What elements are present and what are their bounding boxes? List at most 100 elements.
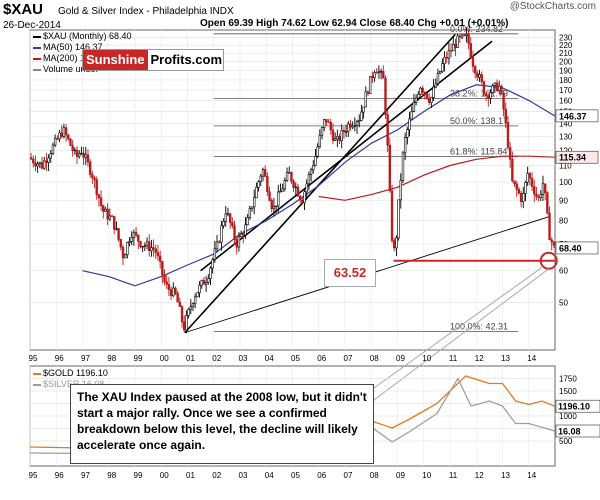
candle-body	[172, 287, 175, 297]
channel-line	[200, 40, 493, 272]
candle-body	[163, 274, 166, 283]
candle-body	[141, 246, 144, 248]
candle-body	[97, 194, 101, 199]
candle-body	[143, 245, 147, 247]
candle-body	[423, 91, 427, 94]
candle-body	[193, 296, 197, 305]
candle-body	[303, 191, 306, 204]
x-tick-label: 14	[527, 354, 536, 363]
y-tick-label: 90	[559, 196, 568, 205]
candle-body	[51, 144, 55, 154]
sunshine-profits-logo: Sunshine Profits.com	[82, 49, 224, 71]
y-tick-label: 50	[559, 298, 568, 307]
lower-y-tick-label: 1500	[559, 387, 577, 396]
candle-body	[406, 129, 409, 138]
candle-body	[121, 246, 125, 259]
candle-body	[169, 289, 173, 297]
candle-body	[524, 181, 527, 194]
candle-body	[342, 129, 346, 133]
legend-item-ma200: MA(200) 115.34	[33, 53, 132, 64]
x-tick-label: 01	[186, 471, 195, 480]
candle-body	[471, 57, 475, 67]
x-tick-label: 05	[291, 354, 300, 363]
candle-body	[360, 111, 363, 121]
candle-body	[456, 35, 459, 48]
candle-body	[228, 213, 232, 223]
candle-body	[364, 91, 367, 108]
candle-body	[349, 123, 352, 128]
ma50-line	[82, 84, 556, 287]
candle-body	[75, 149, 79, 157]
fib-label: 38.2%: 161.79	[450, 88, 508, 98]
legend-item-ma50: MA(50) 146.37	[33, 42, 132, 53]
candle-body	[222, 220, 225, 227]
x-tick-label: 03	[239, 354, 248, 363]
candle-body	[397, 199, 400, 239]
candle-body	[432, 86, 435, 98]
y-tick-label: 120	[559, 146, 573, 155]
candle-body	[294, 186, 297, 189]
candle-body	[209, 267, 212, 279]
candle-body	[218, 241, 221, 243]
x-tick-label: 07	[344, 471, 353, 480]
candle-body	[541, 183, 545, 195]
close-tag-box	[555, 241, 599, 255]
y-tick-label: 220	[559, 41, 573, 50]
legend-item-volume: Volume undef	[33, 64, 132, 75]
candle-body	[93, 177, 96, 180]
x-tick-label: 98	[107, 471, 116, 480]
candle-body	[331, 129, 335, 141]
candle-body	[189, 306, 192, 310]
candle-body	[384, 77, 387, 115]
candle-body	[362, 106, 365, 113]
candle-body	[64, 127, 68, 136]
x-tick-label: 02	[212, 354, 221, 363]
legend-item-gold: $GOLD 1196.10	[33, 368, 108, 379]
candle-body	[530, 177, 534, 187]
candle-body	[250, 206, 254, 209]
ma50-tag: 146.37	[559, 111, 587, 121]
close-tag: 68.40	[559, 243, 582, 253]
candle-body	[436, 72, 440, 85]
y-tick-label: 170	[559, 86, 573, 95]
legend-item-price: $XAU (Monthly) 68.40	[33, 31, 132, 42]
candle-body	[95, 179, 98, 195]
stockcharts-credit: @StockCharts.com	[509, 1, 596, 12]
y-tick-label: 140	[559, 120, 573, 129]
candle-body	[447, 50, 451, 59]
candle-body	[99, 197, 103, 206]
candle-body	[465, 33, 468, 36]
x-tick-label: 05	[291, 471, 300, 480]
candle-body	[375, 72, 378, 74]
ma200-line	[318, 155, 555, 201]
candle-body	[69, 138, 72, 146]
y-tick-label: 60	[559, 267, 568, 276]
candle-body	[320, 127, 324, 136]
candle-body	[290, 172, 293, 182]
candle-body	[268, 191, 271, 201]
candle-body	[410, 110, 413, 120]
y-tick-label: 190	[559, 67, 573, 76]
chart-description: Gold & Silver Index - Philadelphia INDX	[58, 6, 234, 17]
candle-body	[438, 71, 442, 74]
x-tick-label: 96	[55, 471, 64, 480]
candle-body	[34, 162, 37, 167]
candle-body	[403, 137, 407, 154]
y-tick-label: 100	[559, 178, 573, 187]
candle-body	[104, 208, 107, 212]
candle-body	[454, 43, 457, 48]
candle-body	[489, 92, 492, 99]
lower-y-tick-label: 1000	[559, 412, 577, 421]
candle-body	[115, 228, 118, 230]
candle-body	[148, 241, 151, 252]
candle-body	[150, 247, 153, 252]
candle-body	[399, 179, 402, 201]
candle-body	[382, 71, 385, 79]
x-tick-label: 06	[317, 471, 326, 480]
candle-body	[185, 315, 188, 331]
candle-body	[32, 158, 35, 164]
candle-body	[368, 76, 372, 94]
candle-body	[152, 247, 155, 250]
lower-last-box	[555, 399, 600, 413]
